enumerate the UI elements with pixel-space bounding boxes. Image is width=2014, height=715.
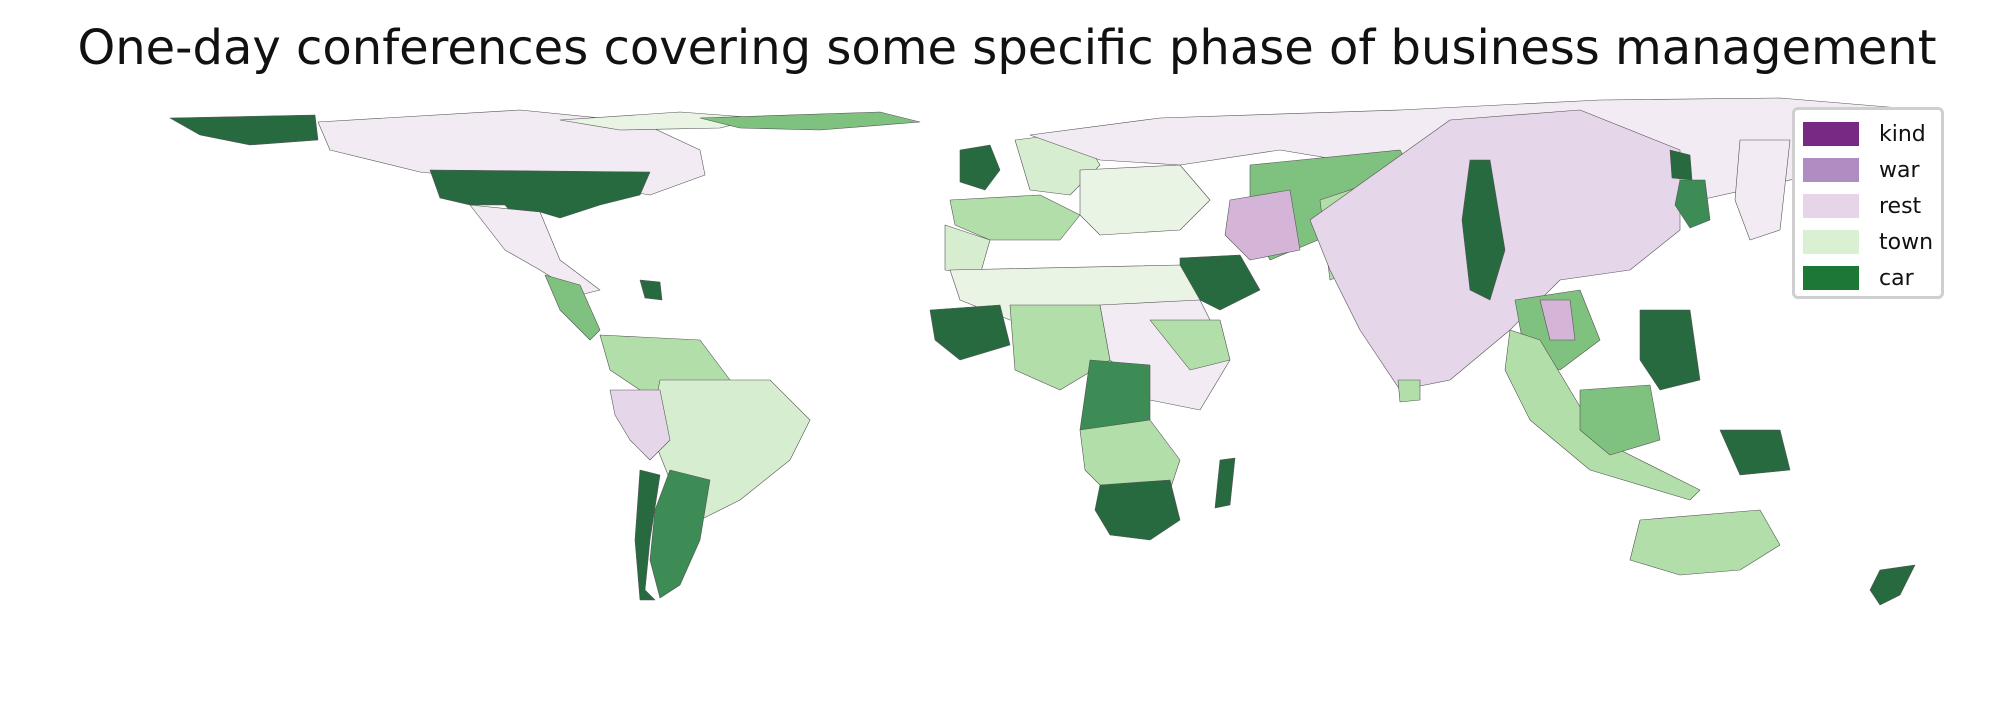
region-thailand — [1539, 299, 1576, 341]
region-sri-lanka — [1397, 379, 1421, 403]
region-australia — [1629, 509, 1781, 576]
region-mexico — [469, 204, 601, 296]
legend-item-war: war — [1803, 152, 1933, 188]
region-new-zealand — [1869, 564, 1916, 606]
region-alaska — [169, 114, 319, 146]
region-chile — [634, 469, 661, 601]
region-malay-arc — [1504, 329, 1701, 501]
legend-label-kind: kind — [1879, 121, 1926, 147]
region-argentina — [649, 469, 711, 599]
region-japan — [1674, 179, 1711, 229]
region-caribbean — [639, 279, 663, 301]
region-greenland — [699, 111, 921, 131]
region-western-europe — [949, 194, 1081, 241]
map-title: One-day conferences covering some specif… — [77, 20, 1937, 76]
legend-label-war: war — [1879, 157, 1920, 183]
legend-item-kind: kind — [1803, 116, 1933, 152]
region-west-africa — [929, 304, 1011, 361]
legend-item-town: town — [1803, 224, 1933, 260]
legend-item-car: car — [1803, 260, 1933, 296]
region-madagascar — [1214, 457, 1236, 509]
region-iran — [1224, 189, 1301, 261]
legend-label-rest: rest — [1879, 193, 1922, 219]
legend-swatch-town — [1803, 230, 1859, 254]
region-central-america — [544, 274, 601, 341]
legend-item-rest: rest — [1803, 188, 1933, 224]
legend-label-town: town — [1879, 229, 1934, 255]
legend-swatch-kind — [1803, 122, 1859, 146]
region-sahel — [1009, 304, 1111, 391]
region-philippines — [1639, 309, 1701, 391]
region-east-asia-east — [1734, 139, 1791, 241]
legend-swatch-rest — [1803, 194, 1859, 218]
region-peru — [609, 389, 671, 461]
region-horn — [1149, 319, 1231, 371]
region-uk — [959, 144, 1001, 191]
legend-swatch-war — [1803, 158, 1859, 182]
legend-swatch-car — [1803, 266, 1859, 290]
region-myanmar — [1461, 159, 1506, 301]
region-new-guinea — [1719, 429, 1791, 476]
map-legend: kind war rest town car — [1792, 107, 1944, 299]
region-borneo — [1579, 384, 1661, 456]
region-eastern-europe — [1079, 164, 1211, 236]
region-korea — [1669, 149, 1693, 181]
region-south-africa — [1094, 479, 1181, 541]
legend-label-car: car — [1879, 265, 1914, 291]
